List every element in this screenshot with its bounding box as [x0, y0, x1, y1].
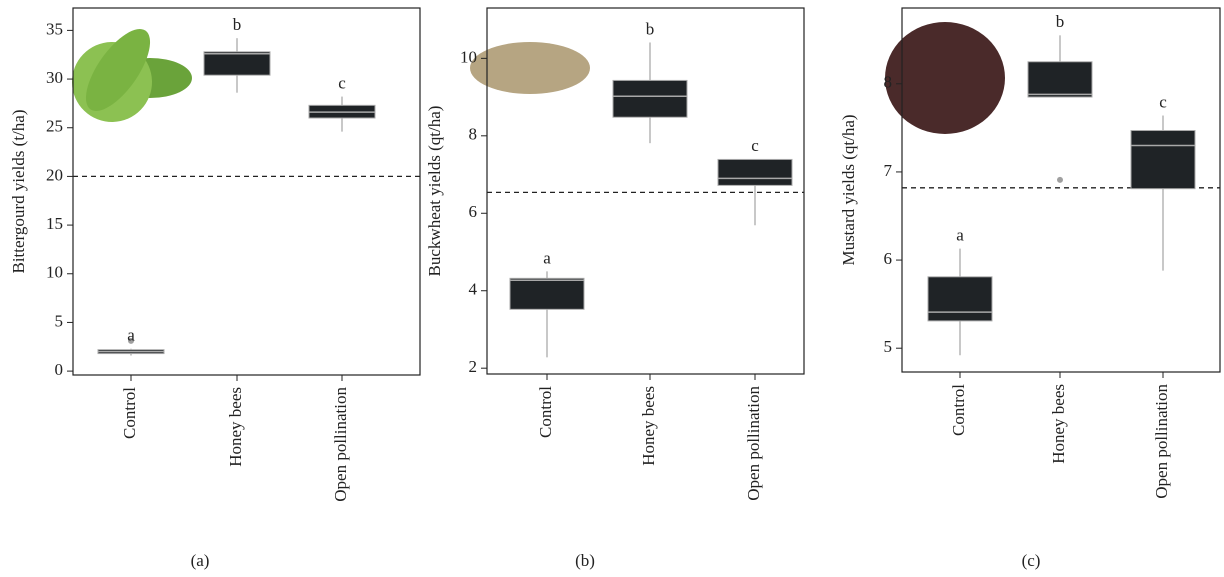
y-tick-label: 20 — [46, 165, 63, 184]
x-tick-label: Honey bees — [639, 386, 658, 466]
outlier — [1057, 176, 1063, 183]
significance-letter: c — [751, 136, 759, 155]
x-tick-label: Control — [536, 386, 555, 438]
box — [612, 79, 688, 118]
x-tick-label: Control — [949, 384, 968, 436]
x-tick-label: Control — [120, 387, 139, 439]
y-tick-label: 6 — [469, 202, 478, 221]
x-tick-label: Honey bees — [1049, 384, 1068, 464]
plot-frame — [901, 7, 1221, 373]
caption: (b) — [575, 551, 595, 570]
x-tick-label: Honey bees — [226, 387, 245, 467]
y-axis-label: Mustard yields (qt/ha) — [839, 114, 858, 265]
significance-letter: a — [127, 326, 135, 345]
caption: (a) — [191, 551, 210, 570]
box — [1027, 61, 1093, 98]
mustard-image — [885, 22, 1005, 134]
significance-letter: c — [1159, 92, 1167, 111]
y-tick-label: 8 — [469, 125, 478, 144]
x-tick-label: Open pollination — [744, 386, 763, 501]
y-tick-label: 4 — [469, 280, 478, 299]
significance-letter: a — [956, 226, 964, 245]
significance-letter: b — [646, 19, 655, 38]
x-tick-label: Open pollination — [331, 387, 350, 502]
plot-frame — [72, 7, 421, 376]
y-tick-label: 10 — [46, 263, 63, 282]
y-tick-label: 6 — [884, 249, 893, 268]
y-tick-label: 5 — [55, 311, 64, 330]
box — [927, 276, 993, 322]
y-tick-label: 10 — [460, 47, 477, 66]
significance-letter: b — [1056, 12, 1065, 31]
significance-letter: a — [543, 248, 551, 267]
x-tick-label: Open pollination — [1152, 384, 1171, 499]
y-tick-label: 30 — [46, 68, 63, 87]
plot-frame — [486, 7, 805, 375]
y-tick-label: 35 — [46, 19, 63, 38]
significance-letter: c — [338, 73, 346, 92]
box — [717, 158, 793, 186]
outlier — [128, 337, 134, 344]
box — [203, 51, 271, 76]
y-tick-label: 25 — [46, 117, 63, 136]
y-tick-label: 7 — [884, 161, 893, 180]
y-tick-label: 2 — [469, 357, 478, 376]
y-tick-label: 5 — [884, 337, 893, 356]
box — [1130, 130, 1196, 190]
y-axis-label: Buckwheat yields (qt/ha) — [425, 106, 444, 277]
box — [509, 277, 585, 310]
y-tick-label: 0 — [55, 360, 64, 379]
significance-letter: b — [233, 15, 242, 34]
y-axis-label: Bittergourd yields (t/ha) — [9, 110, 28, 274]
caption: (c) — [1022, 551, 1041, 570]
y-tick-label: 8 — [884, 73, 893, 92]
y-tick-label: 15 — [46, 214, 63, 233]
bittergourd-image — [72, 29, 192, 122]
buckwheat-image — [470, 42, 590, 94]
